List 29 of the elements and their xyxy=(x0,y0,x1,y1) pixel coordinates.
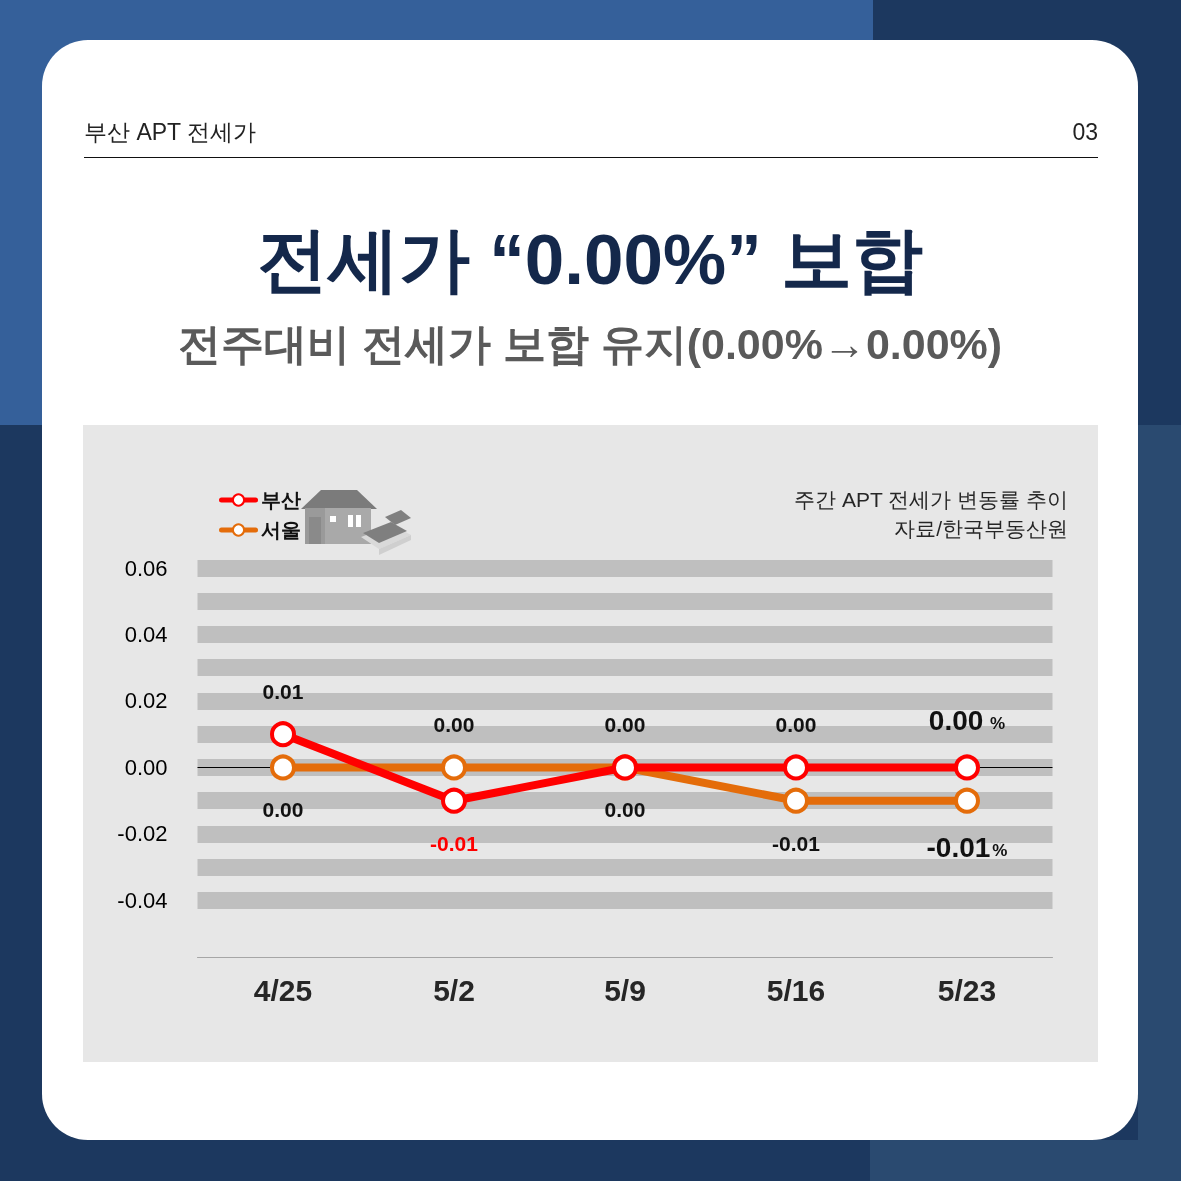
legend-label: 서울 xyxy=(260,519,301,541)
text: 주간 APT 전세가 변동률 추이 xyxy=(794,488,1068,511)
x-tick-label: 5/23 xyxy=(937,973,997,1007)
data-label: 0.00 xyxy=(604,713,646,737)
data-label: 0.00 xyxy=(262,798,304,822)
data-label: 0.00 xyxy=(775,713,817,737)
data-label: -0.01 xyxy=(430,831,479,855)
chart-title: 전세가 “0.00%” 보합 xyxy=(255,219,925,301)
legend-label: 부산 xyxy=(260,489,301,511)
x-tick-label: 5/2 xyxy=(433,973,475,1007)
y-tick-label: -0.02 xyxy=(117,821,168,847)
data-label: -0.01% xyxy=(926,832,1008,864)
y-tick-label: 0.06 xyxy=(124,555,168,581)
y-tick-label: -0.04 xyxy=(117,887,168,913)
text: 부산 APT 전세가 xyxy=(84,118,257,146)
chart-subtitle: 전주대비 전세가 보합 유지(0.00%→0.00%) xyxy=(176,319,1004,370)
y-tick-label: 0.04 xyxy=(124,622,168,647)
data-label: -0.01 xyxy=(772,831,821,855)
x-tick-label: 5/9 xyxy=(604,973,646,1007)
x-tick-label: 4/25 xyxy=(253,973,313,1007)
y-tick-label: 0.02 xyxy=(124,688,168,714)
y-tick-label: 0.00 xyxy=(124,754,168,780)
data-label: 0.01 xyxy=(262,680,304,704)
text: 자료/한국부동산원 xyxy=(894,517,1068,540)
text: 03 xyxy=(1072,118,1098,146)
x-tick-label: 5/16 xyxy=(766,973,826,1007)
data-label: 0.00 xyxy=(433,713,475,737)
data-label: 0.00 % xyxy=(928,704,1006,736)
data-label: 0.00 xyxy=(604,798,646,822)
